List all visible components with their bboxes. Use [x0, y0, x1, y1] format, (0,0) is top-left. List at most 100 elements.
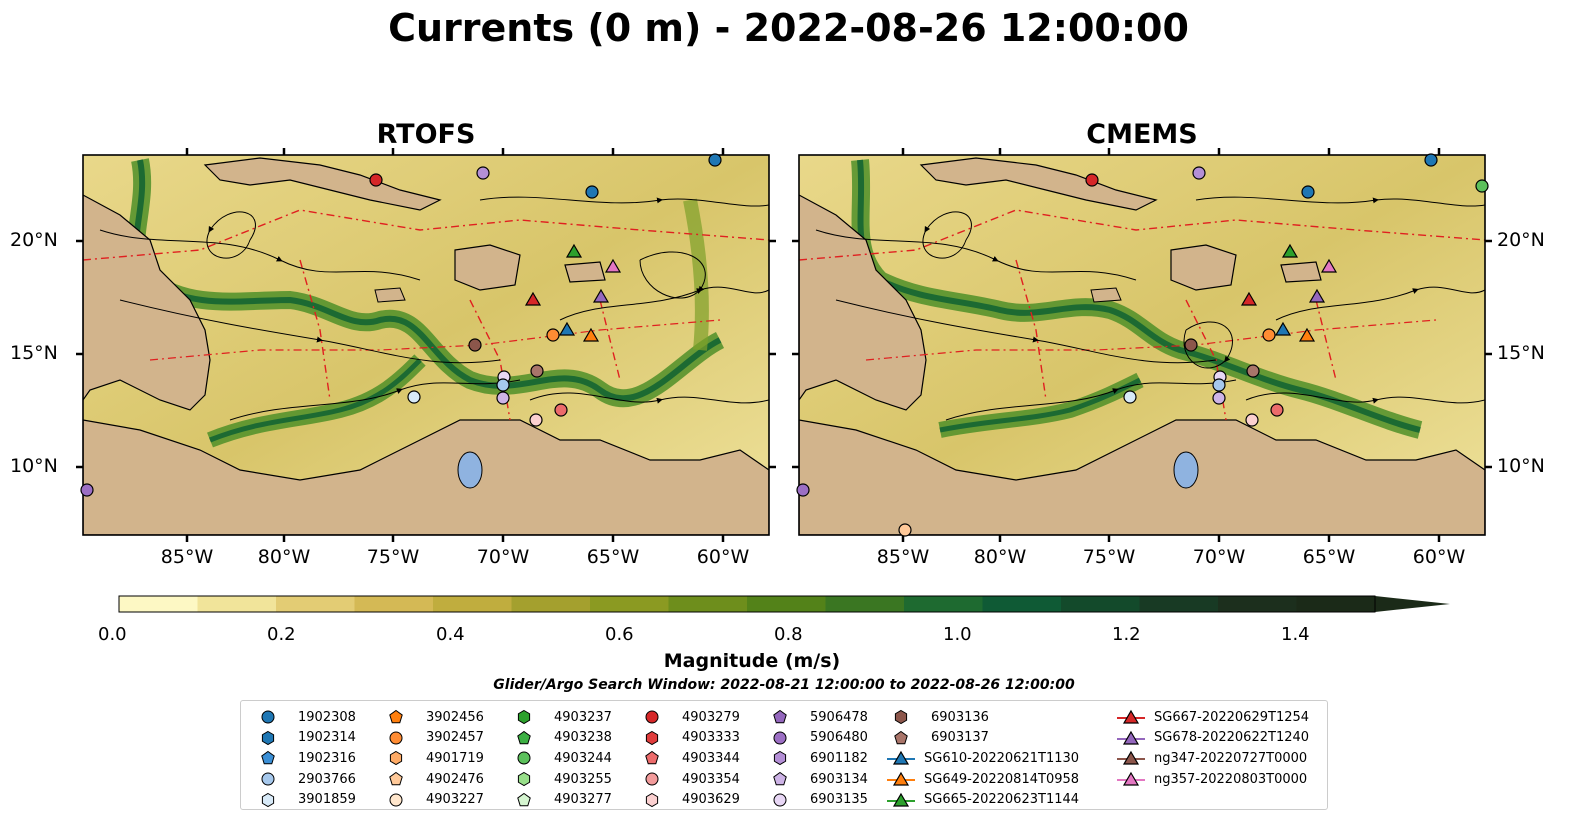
colorbar-segment	[904, 596, 983, 612]
x-tick-label: 75°W	[366, 546, 420, 568]
legend-item: 4903279	[637, 707, 740, 728]
panel-title-rtofs: RTOFS	[376, 119, 476, 150]
pentagon-marker-icon	[645, 751, 659, 765]
legend-label: 4903277	[554, 792, 612, 808]
triangle-marker-icon	[1117, 710, 1145, 724]
circle-marker-icon	[261, 772, 275, 786]
hexagon-marker-icon	[645, 792, 659, 807]
cmems-markers	[796, 153, 1489, 537]
legend-label: SG678-20220622T1240	[1154, 730, 1310, 746]
legend-column: 4903279 4903333 4903344 4903354 4903629	[637, 707, 740, 810]
colorbar-segment	[590, 596, 669, 612]
legend-label: 1902308	[298, 709, 356, 725]
hexagon-marker-icon	[517, 710, 531, 725]
legend-label: 5906478	[810, 709, 868, 725]
circle-marker-icon	[389, 793, 403, 807]
legend-label: 4902476	[426, 771, 484, 787]
figure-title: Currents (0 m) - 2022-08-26 12:00:00	[388, 6, 1189, 50]
map-panels	[76, 148, 1492, 542]
legend-label: SG649-20220814T0958	[924, 771, 1080, 787]
triangle-marker-icon	[1117, 751, 1145, 766]
search-window-caption: Glider/Argo Search Window: 2022-08-21 12…	[493, 677, 1075, 693]
legend-item: 4901719	[381, 748, 484, 769]
legend-label: 4903279	[682, 709, 740, 725]
colorbar-segment	[1218, 596, 1297, 612]
x-tick-label: 60°W	[696, 546, 750, 568]
pentagon-marker-icon	[517, 730, 531, 745]
x-tick-label: 60°W	[1412, 546, 1466, 568]
triangle-marker-icon	[887, 751, 915, 766]
legend-item: 6903134	[765, 769, 868, 790]
colorbar-tick: 0.0	[98, 624, 127, 645]
colorbar	[118, 595, 1450, 613]
colorbar-segment	[668, 596, 748, 612]
colorbar-segment	[1139, 596, 1219, 612]
legend-column: SG667-20220629T1254 SG678-20220622T1240 ng…	[1116, 707, 1309, 789]
pentagon-marker-icon	[773, 771, 787, 786]
colorbar-segment	[276, 596, 355, 612]
triangle-marker-icon	[887, 771, 915, 786]
legend-item: 4903227	[381, 789, 484, 810]
legend-item: 4903629	[637, 789, 740, 810]
rtofs-map	[83, 155, 769, 535]
hexagon-marker-icon	[389, 751, 403, 766]
legend-item: 5906480	[765, 728, 868, 749]
rtofs-markers	[80, 153, 722, 497]
colorbar-label: Magnitude (m/s)	[663, 650, 841, 672]
pentagon-marker-icon	[389, 710, 403, 724]
legend-item: 3902457	[381, 728, 484, 749]
legend-item: SG667-20220629T1254	[1116, 707, 1309, 728]
colorbar-segment	[197, 596, 277, 612]
pentagon-marker-icon	[773, 710, 787, 724]
pentagon-marker-icon	[517, 792, 531, 806]
legend-label: SG667-20220629T1254	[1154, 709, 1310, 725]
legend-label: 4903227	[426, 792, 484, 808]
x-tick-label: 85°W	[876, 546, 930, 568]
circle-marker-icon	[645, 710, 659, 724]
y-tick-label: 10°N	[10, 455, 58, 477]
legend-column: 4903237 4903238 4903244 4903255 4903277	[509, 707, 612, 810]
colorbar-tick: 0.2	[267, 624, 296, 645]
legend-column: 3902456 3902457 4901719 4902476 4903227	[381, 707, 484, 810]
legend-item: SG665-20220623T1144	[886, 789, 1079, 810]
legend-item: SG649-20220814T0958	[886, 769, 1079, 790]
colorbar-tick: 1.4	[1281, 624, 1310, 645]
colorbar-segment	[354, 596, 434, 612]
legend-label: 1902316	[298, 750, 356, 766]
y-tick-label: 15°N	[10, 342, 58, 364]
x-tick-label: 65°W	[1302, 546, 1356, 568]
legend-item: ng347-20220727T0000	[1116, 748, 1309, 769]
colorbar-segment	[119, 596, 198, 612]
legend-column: 1902308 1902314 1902316 2903766 3901859	[253, 707, 356, 810]
hexagon-marker-icon	[261, 730, 275, 745]
legend-item: 4903237	[509, 707, 612, 728]
legend-item: 4903333	[637, 728, 740, 749]
colorbar-tick: 0.4	[436, 624, 465, 645]
y-tick-label: 20°N	[10, 229, 58, 251]
legend-item: 4903238	[509, 728, 612, 749]
hexagon-marker-icon	[645, 730, 659, 745]
legend-item: 6903137	[886, 728, 1079, 749]
x-tick-label: 70°W	[476, 546, 530, 568]
x-tick-label: 70°W	[1192, 546, 1246, 568]
cmems-map	[799, 155, 1485, 535]
circle-marker-icon	[645, 772, 659, 786]
x-tick-label: 65°W	[586, 546, 640, 568]
x-tick-label: 85°W	[160, 546, 214, 568]
x-tick-label: 80°W	[973, 546, 1027, 568]
legend-item: 6903136	[886, 707, 1079, 728]
colorbar-segment	[1296, 596, 1376, 612]
legend-label: 4903354	[682, 771, 740, 787]
legend-label: 4903255	[554, 771, 612, 787]
legend-item: 4903354	[637, 769, 740, 790]
legend-label: 3902456	[426, 709, 484, 725]
colorbar-tick: 1.0	[943, 624, 972, 645]
legend-label: 6903135	[810, 792, 868, 808]
hexagon-marker-icon	[773, 751, 787, 766]
colorbar-segment	[1061, 596, 1140, 612]
legend: 1902308 1902314 1902316 2903766 3901859 3902…	[240, 700, 1328, 810]
y-tick-label: 15°N	[1497, 342, 1545, 364]
legend-item: 2903766	[253, 769, 356, 790]
legend-label: 4903238	[554, 730, 612, 746]
colorbar-tick: 0.6	[605, 624, 634, 645]
